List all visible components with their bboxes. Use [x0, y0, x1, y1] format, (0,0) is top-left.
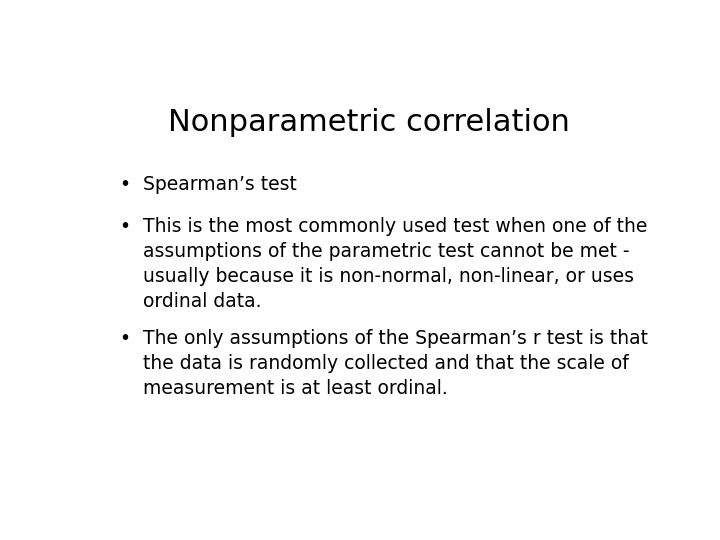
Text: This is the most commonly used test when one of the
assumptions of the parametri: This is the most commonly used test when…	[143, 217, 647, 310]
Text: Nonparametric correlation: Nonparametric correlation	[168, 109, 570, 138]
Text: Spearman’s test: Spearman’s test	[143, 175, 297, 194]
Text: •: •	[119, 217, 130, 235]
Text: •: •	[119, 329, 130, 348]
Text: •: •	[119, 175, 130, 194]
Text: The only assumptions of the Spearman’s r test is that
the data is randomly colle: The only assumptions of the Spearman’s r…	[143, 329, 648, 398]
